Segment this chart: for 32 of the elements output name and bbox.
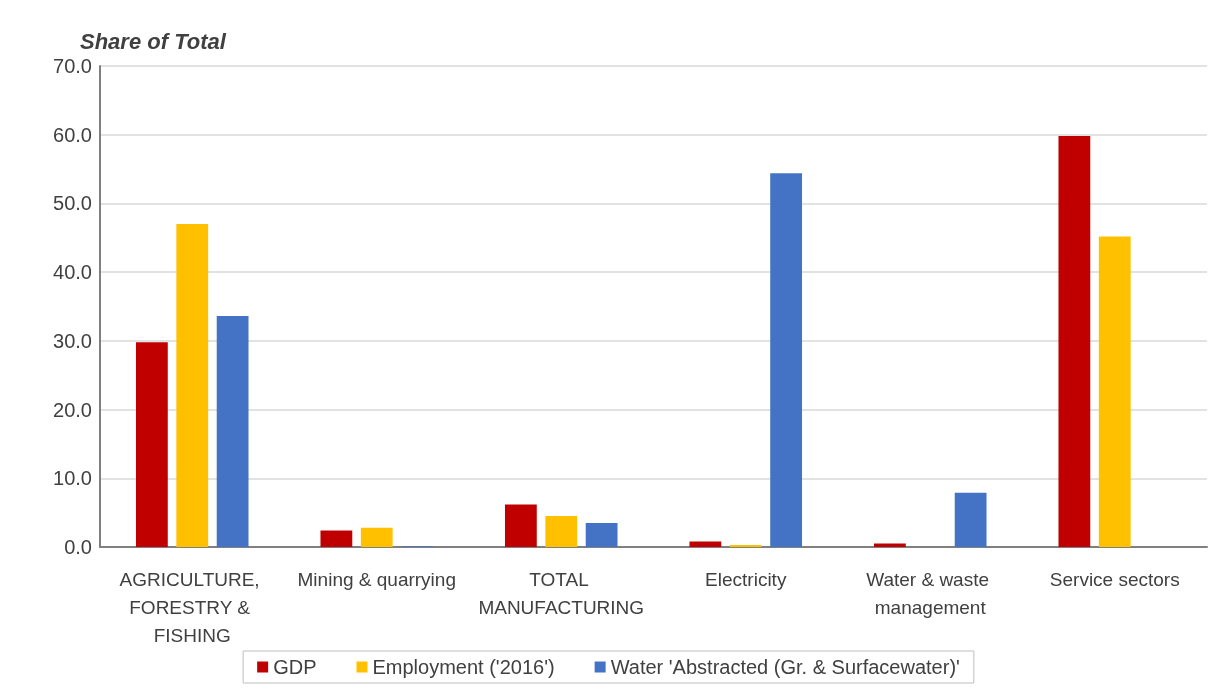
y-tick-label: 0.0 [64, 536, 92, 558]
bar [729, 544, 762, 547]
y-tick-label: 70.0 [53, 55, 92, 77]
y-axis-title: Share of Total [80, 28, 227, 54]
y-tick-label: 30.0 [53, 329, 92, 352]
bar [545, 516, 578, 547]
bar [585, 522, 618, 547]
bar [770, 173, 803, 547]
x-tick-label: Electricity [705, 568, 787, 590]
bar [504, 504, 537, 547]
bar [135, 342, 168, 547]
bar [216, 316, 249, 547]
bar [360, 527, 393, 547]
bar [689, 541, 722, 547]
y-tick-label: 10.0 [53, 467, 92, 490]
x-tick-label: Mining & quarrying [297, 568, 456, 590]
x-tick-label: Water & waste management [866, 568, 995, 618]
y-tick-label: 50.0 [53, 192, 92, 215]
bar [320, 530, 353, 547]
x-tick-label: AGRICULTURE, FORESTRY & FISHING [119, 568, 265, 646]
y-tick-label: 60.0 [53, 123, 92, 146]
y-tick-label: 40.0 [53, 261, 92, 284]
legend-label: Employment ('2016') [372, 656, 555, 678]
bar [1058, 136, 1091, 547]
x-tick-label: TOTAL MANUFACTURING [478, 568, 645, 618]
y-tick-label: 20.0 [53, 398, 92, 421]
legend-label: GDP [273, 656, 317, 678]
legend-label: Water 'Abstracted (Gr. & Surfacewater)' [610, 656, 960, 678]
bar [954, 492, 987, 547]
bar [1098, 236, 1131, 547]
bar [176, 224, 209, 547]
x-tick-label: Service sectors [1049, 568, 1180, 590]
